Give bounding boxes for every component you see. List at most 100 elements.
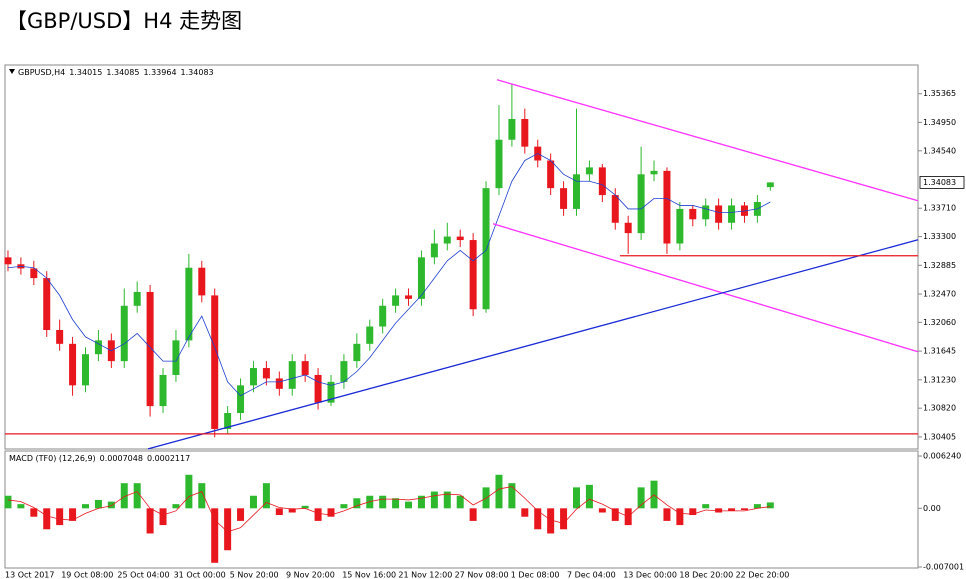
y-tick-label: 1.31230 — [923, 375, 956, 384]
candle-body — [120, 305, 128, 362]
candle-body — [340, 361, 348, 382]
x-tick-label: 13 Dec 00:00 — [623, 571, 677, 579]
candle-body — [262, 368, 270, 379]
candle-body — [69, 343, 77, 386]
candle-body — [366, 326, 374, 344]
y-tick-label: 1.34950 — [923, 118, 956, 127]
macd-bar — [534, 508, 542, 530]
header-value: 1.34083 — [181, 68, 214, 77]
macd-header-value: 0.0007048 — [100, 454, 143, 463]
y-tick-label: 0.00 — [923, 504, 941, 513]
candle-body — [353, 343, 361, 362]
candle-body — [405, 295, 413, 299]
macd-bar — [392, 498, 400, 509]
candle-body — [624, 222, 632, 234]
macd-bar — [572, 487, 580, 509]
x-tick-label: 13 Oct 2017 — [5, 571, 54, 579]
candle-body — [172, 340, 180, 375]
candle-body — [663, 170, 671, 244]
signal-line — [7, 486, 771, 533]
macd-header-value: 0.0002117 — [147, 454, 190, 463]
macd-frame — [4, 450, 919, 569]
macd-bar — [249, 495, 257, 509]
macd-bar — [81, 504, 89, 509]
candle-body — [314, 374, 322, 403]
macd-bar — [340, 504, 348, 509]
y-tick-label: 1.33710 — [923, 204, 956, 213]
candle-body — [392, 295, 400, 306]
candle-body — [456, 236, 464, 241]
macd-bar — [224, 508, 232, 551]
macd-bar — [301, 505, 309, 509]
candle-body — [249, 368, 257, 386]
candle-body — [766, 182, 774, 188]
price-frame — [4, 64, 919, 450]
candle-body — [133, 291, 141, 306]
macd-bar — [314, 508, 322, 521]
macd-bar — [379, 495, 387, 509]
x-tick-label: 1 Dec 08:00 — [511, 571, 560, 579]
y-tick-label: 1.30405 — [923, 432, 956, 441]
macd-bar — [120, 483, 128, 509]
macd-bar — [676, 508, 684, 526]
macd-bar — [430, 491, 438, 509]
macd-bar — [495, 474, 503, 509]
x-tick-label: 22 Dec 20:00 — [736, 571, 790, 579]
candle-body — [495, 139, 503, 189]
macd-bar — [469, 508, 477, 521]
macd-bar — [702, 504, 710, 509]
macd-bar — [456, 495, 464, 509]
candle-body — [728, 205, 736, 223]
candle-body — [56, 329, 64, 344]
candle-body — [159, 374, 167, 407]
current-price-label: 1.34083 — [923, 178, 956, 187]
moving-average — [7, 153, 771, 397]
macd-bar — [637, 487, 645, 509]
macd-bar — [43, 508, 51, 530]
candle-body — [379, 305, 387, 327]
candle-body — [430, 243, 438, 258]
header-value: 1.33964 — [143, 68, 176, 77]
candle-body — [30, 268, 38, 279]
candle-body — [211, 295, 219, 429]
candle-body — [198, 267, 206, 296]
candle-body — [288, 361, 296, 389]
macd-bar — [560, 508, 568, 530]
candle-body — [237, 385, 245, 414]
candle-body — [689, 208, 697, 220]
macd-bar — [753, 504, 761, 509]
x-tick-label: 18 Dec 20:00 — [679, 571, 733, 579]
macd-bar — [547, 508, 555, 534]
macd-bar — [133, 483, 141, 509]
macd-bar — [94, 499, 102, 509]
candle-body — [572, 174, 580, 209]
macd-bar — [159, 508, 167, 526]
x-tick-label: 9 Nov 20:00 — [286, 571, 335, 579]
candle-body — [715, 205, 723, 223]
macd-bar — [172, 504, 180, 509]
candle-body — [81, 354, 89, 386]
y-tick-label: 1.32885 — [923, 261, 956, 270]
candle-body — [521, 118, 529, 147]
macd-bar — [56, 508, 64, 526]
candle-body — [327, 381, 335, 403]
x-tick-label: 5 Nov 20:00 — [230, 571, 279, 579]
candle-body — [94, 340, 102, 355]
macd-bar — [262, 483, 270, 509]
candle-body — [482, 188, 490, 310]
y-tick-label: 1.30820 — [923, 404, 956, 413]
candle-body — [301, 361, 309, 375]
macd-header-value: MACD (TF0) (12,26,9) — [9, 454, 96, 463]
candle-body — [702, 205, 710, 220]
trend-line — [492, 223, 919, 353]
header-value: GBPUSD,H4 — [18, 68, 65, 77]
macd-bar — [69, 508, 77, 521]
candle-body — [275, 378, 283, 389]
macd-bar — [417, 495, 425, 509]
menu-arrow — [9, 69, 15, 74]
macd-bar — [353, 498, 361, 509]
macd-bar — [443, 491, 451, 509]
macd-bar — [107, 501, 115, 509]
current-price-box — [919, 176, 965, 189]
x-tick-label: 21 Nov 12:00 — [398, 571, 452, 579]
